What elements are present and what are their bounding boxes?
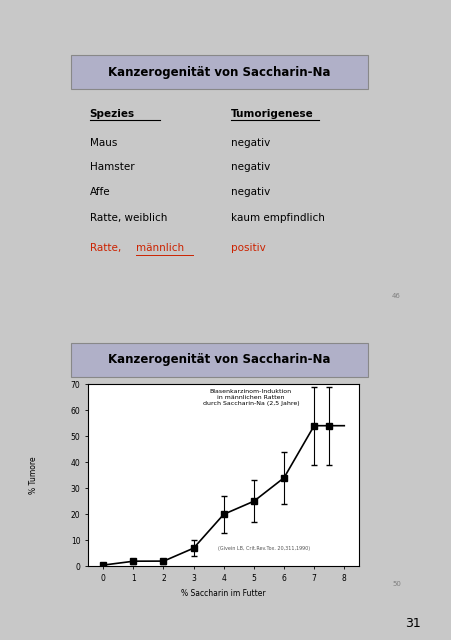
Text: Tumorigenese: Tumorigenese xyxy=(230,109,313,118)
Text: Hamster: Hamster xyxy=(89,163,134,172)
Text: negativ: negativ xyxy=(230,187,269,196)
Text: positiv: positiv xyxy=(230,243,265,253)
Text: Affe: Affe xyxy=(89,187,110,196)
Text: Kanzerogenität von Saccharin-Na: Kanzerogenität von Saccharin-Na xyxy=(108,353,330,367)
Text: 31: 31 xyxy=(404,618,419,630)
Text: 50: 50 xyxy=(391,581,400,587)
Text: Kanzerogenität von Saccharin-Na: Kanzerogenität von Saccharin-Na xyxy=(108,65,330,79)
Text: Ratte,: Ratte, xyxy=(89,243,124,253)
Text: männlich: männlich xyxy=(136,243,184,253)
Text: kaum empfindlich: kaum empfindlich xyxy=(230,214,324,223)
FancyBboxPatch shape xyxy=(71,342,367,378)
Text: negativ: negativ xyxy=(230,163,269,172)
Text: % Tumore: % Tumore xyxy=(29,456,38,494)
Text: Ratte, weiblich: Ratte, weiblich xyxy=(89,214,167,223)
Text: Spezies: Spezies xyxy=(89,109,134,118)
Text: negativ: negativ xyxy=(230,138,269,148)
X-axis label: % Saccharin im Futter: % Saccharin im Futter xyxy=(181,589,266,598)
Text: (Givein LB, Crit.Rev.Tox. 20,311,1990): (Givein LB, Crit.Rev.Tox. 20,311,1990) xyxy=(218,546,310,550)
Text: 46: 46 xyxy=(391,293,400,299)
Text: Blasenkarzinom-Induktion
in männlichen Ratten
durch Saccharin-Na (2,5 Jahre): Blasenkarzinom-Induktion in männlichen R… xyxy=(202,390,299,406)
FancyBboxPatch shape xyxy=(71,54,367,90)
Text: Maus: Maus xyxy=(89,138,117,148)
